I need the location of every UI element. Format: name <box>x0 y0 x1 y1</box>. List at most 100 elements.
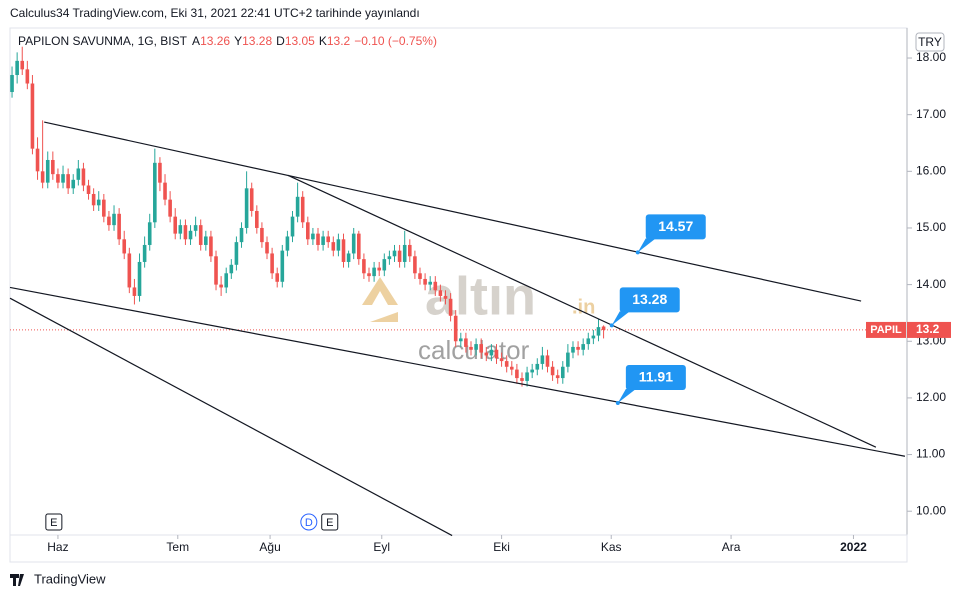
candle-body <box>163 182 167 200</box>
symbol-tag-box <box>866 321 906 338</box>
event-marker <box>321 513 339 531</box>
legend-value: 13.05 <box>285 34 315 48</box>
candle-body <box>117 213 121 240</box>
candle-body <box>377 267 382 271</box>
annotation-label: 11.91 <box>639 369 673 385</box>
legend-key: K <box>319 34 327 48</box>
candle-body <box>20 60 25 70</box>
legend-key: D <box>276 34 285 48</box>
candle-body <box>545 355 550 367</box>
annotation-box <box>645 214 706 240</box>
trend-line <box>9 297 453 537</box>
candle-body <box>560 366 565 379</box>
event-label: E <box>50 517 57 529</box>
annotation-tail <box>637 238 656 253</box>
candle-body <box>484 352 489 356</box>
candle-body <box>204 236 208 245</box>
candle-body <box>418 273 422 279</box>
annotation-label: 14.57 <box>658 218 693 234</box>
candle-body <box>91 193 96 206</box>
candle-body <box>15 60 19 76</box>
candle-body <box>372 267 376 277</box>
candle-body <box>219 284 223 288</box>
x-tick-label: Haz <box>47 540 68 554</box>
y-tick-label: 12.00 <box>916 390 946 404</box>
candle-body <box>596 327 601 336</box>
candle-body <box>550 366 555 376</box>
candle-body <box>479 344 483 353</box>
candle-body <box>392 250 397 257</box>
candle-body <box>494 349 499 359</box>
candle-body <box>153 162 157 223</box>
candle-body <box>525 372 529 381</box>
candle-body <box>81 168 86 186</box>
watermark: calculator <box>418 335 530 365</box>
candle-body <box>265 242 269 254</box>
last-price-box <box>907 321 951 338</box>
candle-body <box>397 250 402 262</box>
time-axis-frame <box>9 534 908 563</box>
candle-body <box>341 239 346 262</box>
candle-body <box>249 188 254 211</box>
candle-body <box>30 83 35 149</box>
candle-body <box>285 236 290 251</box>
candle-body <box>530 369 534 373</box>
x-tick-label: Kas <box>601 540 622 554</box>
candle-body <box>464 338 468 347</box>
candle-body <box>239 227 244 243</box>
candle-body <box>45 159 50 183</box>
candle-body <box>178 225 183 234</box>
candle-body <box>198 225 203 245</box>
candle-body <box>40 171 45 183</box>
candle-body <box>168 199 172 217</box>
candle-body <box>336 239 341 251</box>
candle-body <box>428 281 432 285</box>
candle-body <box>474 344 478 350</box>
candle-body <box>234 242 239 265</box>
footer: TradingView <box>34 571 106 586</box>
candle-body <box>35 148 40 172</box>
legend-value: 13.28 <box>242 34 272 48</box>
candle-body <box>316 233 320 245</box>
candle-body <box>326 236 331 243</box>
candle-body <box>453 315 458 342</box>
candle-body <box>280 250 285 282</box>
candle-body <box>76 168 81 180</box>
candle-body <box>520 378 524 381</box>
candle-body <box>504 361 509 367</box>
candle-body <box>581 344 585 350</box>
candle-body <box>423 278 427 285</box>
candle-body <box>413 256 417 274</box>
annotation-label: 13.28 <box>632 291 667 307</box>
candle-body <box>51 159 55 175</box>
legend-key: A <box>192 34 200 48</box>
candle-body <box>438 290 443 296</box>
legend-value: 13.26 <box>200 34 230 48</box>
candle-body <box>591 335 596 339</box>
candle-body <box>469 346 473 350</box>
watermark: .in <box>572 296 595 318</box>
candle-body <box>290 216 295 237</box>
annotation-box <box>619 287 680 313</box>
trend-line <box>44 121 862 302</box>
candle-body <box>107 216 111 226</box>
annotation-tail <box>617 389 636 404</box>
candle-body <box>346 253 351 262</box>
candle-body <box>458 338 463 342</box>
candle-body <box>509 366 514 370</box>
candle-body <box>66 174 70 189</box>
candle-body <box>540 355 545 364</box>
candle-body <box>448 298 453 316</box>
candle-body <box>351 233 356 254</box>
candle-body <box>321 236 325 245</box>
y-tick-label: 16.00 <box>916 163 946 177</box>
candle-body <box>137 261 142 296</box>
credit: Calculus34 TradingView.com, Eki 31, 2021… <box>10 6 420 20</box>
event-label: E <box>326 517 333 529</box>
x-tick-label: Ağu <box>259 540 280 554</box>
annotation-tail <box>611 311 630 326</box>
candle-body <box>275 273 280 282</box>
legend-change: −0.10 (−0.75%) <box>354 34 437 48</box>
